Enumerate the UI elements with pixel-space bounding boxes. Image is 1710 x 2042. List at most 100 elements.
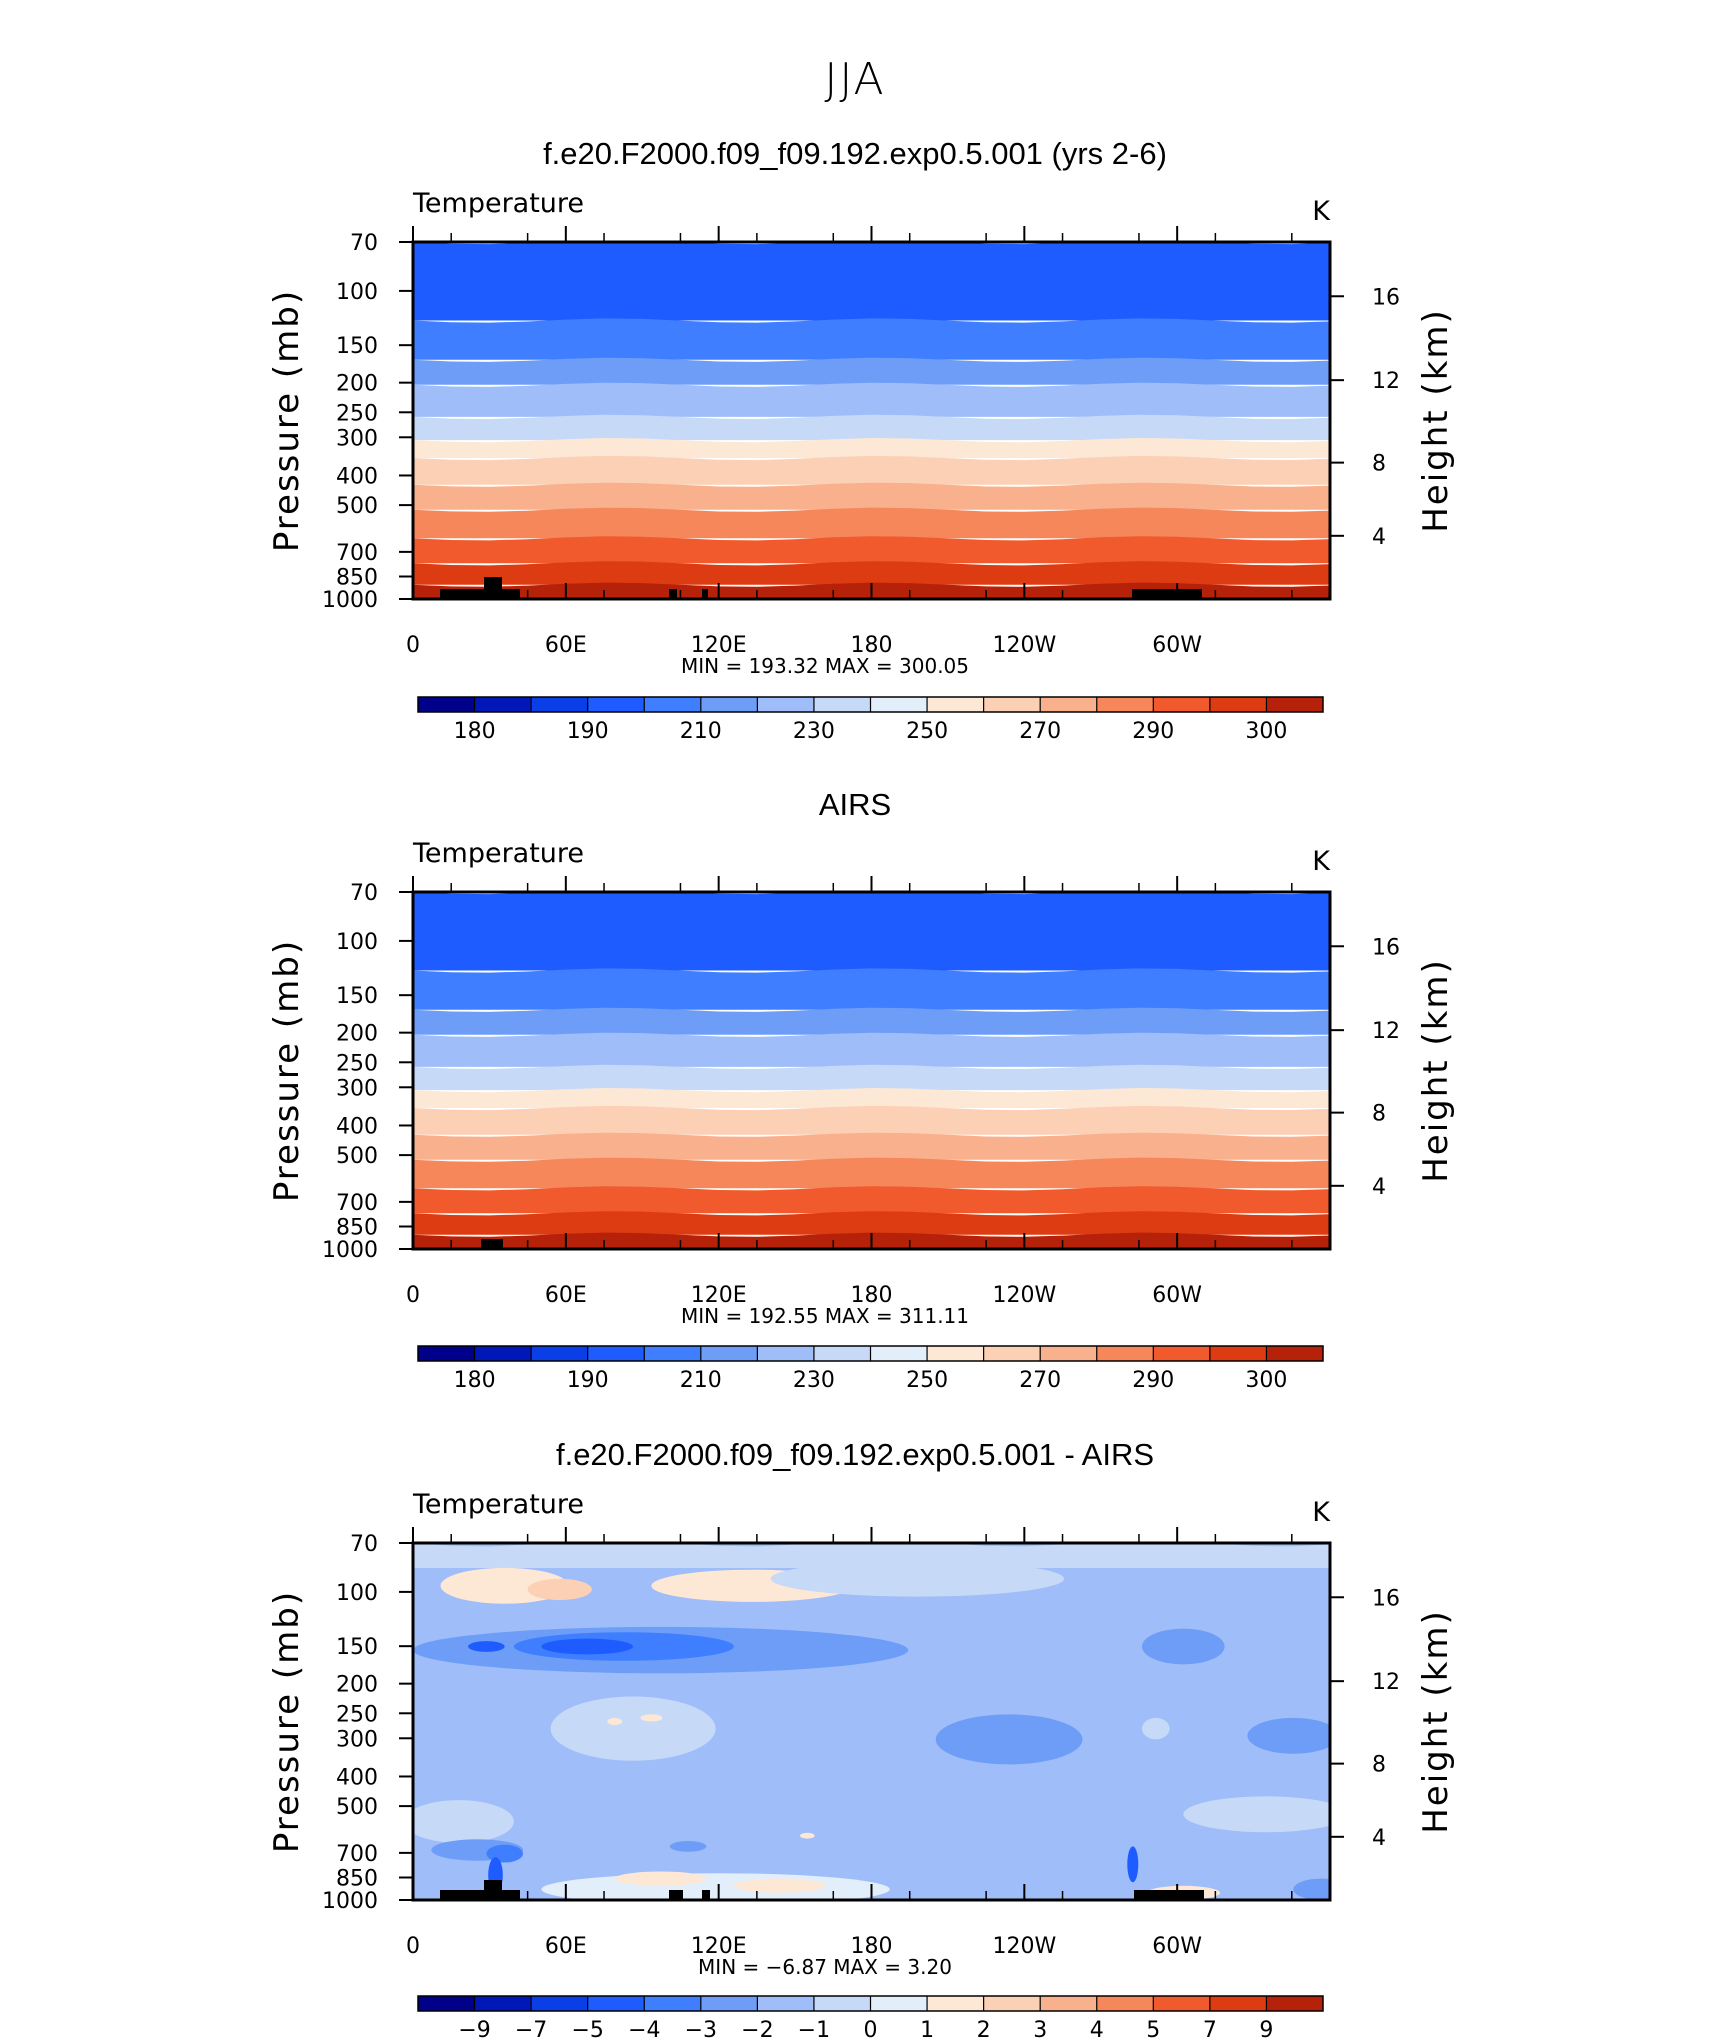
anomaly-contour	[527, 1578, 592, 1601]
colorbar-swatch	[531, 1346, 589, 1361]
anomaly-contour	[413, 1800, 514, 1843]
min-max-stats: MIN = −6.87 MAX = 3.20	[698, 1955, 952, 1979]
contour-band	[413, 455, 1330, 485]
colorbar-label: −3	[685, 2018, 717, 2038]
x-tick-label: 60E	[545, 1934, 587, 1959]
height-tick-label: 16	[1372, 1586, 1400, 1611]
x-tick-label: 120E	[691, 1283, 747, 1308]
colorbar-swatch	[983, 697, 1041, 712]
x-tick-label: 0	[406, 1283, 420, 1308]
colorbar-swatch	[1096, 1996, 1154, 2011]
colorbar-swatch	[757, 1996, 815, 2011]
colorbar-swatch	[587, 1346, 645, 1361]
contour-band	[413, 382, 1330, 417]
colorbar-label: 230	[793, 719, 835, 744]
colorbar: 180 190 210 230 250 270 290 300	[417, 1345, 1324, 1393]
x-tick-label: 120E	[691, 633, 747, 658]
panel-title: AIRS	[819, 787, 891, 822]
colorbar-label: −7	[515, 2018, 547, 2038]
colorbar-label: 250	[906, 719, 948, 744]
colorbar-swatch	[870, 1346, 928, 1361]
colorbar-swatch	[418, 1346, 476, 1361]
colorbar-label: 2	[977, 2018, 991, 2038]
colorbar-label: −1	[798, 2018, 830, 2038]
colorbar-label: 4	[1090, 2018, 1104, 2038]
contour-band	[413, 1186, 1330, 1214]
contour-band	[413, 1064, 1330, 1091]
colorbar-swatch	[700, 1996, 758, 2011]
x-tick-label: 60E	[545, 1283, 587, 1308]
x-tick-label: 180	[851, 1283, 893, 1308]
contour-band	[413, 414, 1330, 441]
contour-band	[413, 1105, 1330, 1135]
contour-band	[413, 1157, 1330, 1189]
colorbar-swatch	[927, 1346, 985, 1361]
pressure-tick-label: 700	[336, 1842, 378, 1867]
colorbar-label: 180	[454, 719, 496, 744]
topography	[481, 1239, 503, 1249]
pressure-tick-label: 150	[336, 1635, 378, 1660]
anomaly-contour	[1183, 1796, 1330, 1833]
colorbar-frame	[417, 1345, 1324, 1362]
anomaly-contour	[935, 1714, 1083, 1765]
colorbar-swatch	[1266, 1346, 1324, 1361]
topography	[440, 1890, 520, 1900]
pressure-tick-label: 850	[336, 566, 378, 591]
colorbar-swatch	[813, 1996, 871, 2011]
colorbar-swatch	[813, 697, 871, 712]
colorbar-swatch	[813, 1346, 871, 1361]
contour-band	[413, 892, 1330, 971]
pressure-tick-label: 150	[336, 984, 378, 1009]
pressure-axis-title: Pressure (mb)	[267, 1590, 307, 1853]
pressure-axis-title: Pressure (mb)	[267, 939, 307, 1202]
contour-band	[413, 438, 1330, 458]
panels-group: 0 60E 120E 180 120W 60W7010015020025030040050…	[267, 136, 1456, 2042]
x-tick-label: 120E	[691, 1934, 747, 1959]
colorbar-swatch	[1096, 1346, 1154, 1361]
colorbar-swatch	[474, 697, 532, 712]
colorbar-label: 210	[680, 1368, 722, 1393]
height-tick-label: 8	[1372, 1753, 1386, 1778]
pressure-tick-label: 700	[336, 541, 378, 566]
contour-field	[413, 892, 1330, 1249]
contour-band	[413, 1543, 1330, 1568]
pressure-tick-label: 150	[336, 334, 378, 359]
x-tick-label: 60E	[545, 633, 587, 658]
colorbar-label: 250	[906, 1368, 948, 1393]
x-tick-label: 0	[406, 1934, 420, 1959]
contour-band	[413, 1032, 1330, 1067]
anomaly-contour	[541, 1638, 634, 1655]
variable-label: Temperature	[412, 188, 584, 219]
units-label: K	[1312, 846, 1331, 877]
topography	[669, 589, 677, 599]
pressure-tick-label: 500	[336, 1795, 378, 1820]
colorbar: 180 190 210 230 250 270 290 300	[417, 696, 1324, 744]
pressure-tick-label: 100	[336, 280, 378, 305]
contour-band	[413, 357, 1330, 385]
colorbar-swatch	[1153, 697, 1211, 712]
colorbar-label: −9	[458, 2018, 490, 2038]
pressure-tick-label: 400	[336, 1765, 378, 1790]
height-tick-label: 4	[1372, 1826, 1386, 1851]
pressure-tick-label: 250	[336, 1702, 378, 1727]
colorbar-swatch	[1153, 1996, 1211, 2011]
anomaly-contour	[733, 1878, 826, 1893]
colorbar-label: 270	[1019, 1368, 1061, 1393]
colorbar-label: 180	[454, 1368, 496, 1393]
x-tick-label: 60W	[1152, 633, 1202, 658]
height-axis-title: Height (km)	[1416, 308, 1456, 533]
colorbar-label: 230	[793, 1368, 835, 1393]
topography	[702, 1890, 710, 1900]
colorbar-swatch	[700, 697, 758, 712]
topography	[1134, 1890, 1204, 1900]
x-tick-label: 120W	[992, 633, 1056, 658]
anomaly-contour	[640, 1714, 663, 1722]
contour-band	[413, 561, 1330, 585]
anomaly-contour	[1142, 1628, 1225, 1665]
colorbar-label: 0	[864, 2018, 878, 2038]
pressure-tick-label: 200	[336, 1673, 378, 1698]
pressure-tick-label: 300	[336, 1076, 378, 1101]
pressure-tick-label: 250	[336, 1051, 378, 1076]
